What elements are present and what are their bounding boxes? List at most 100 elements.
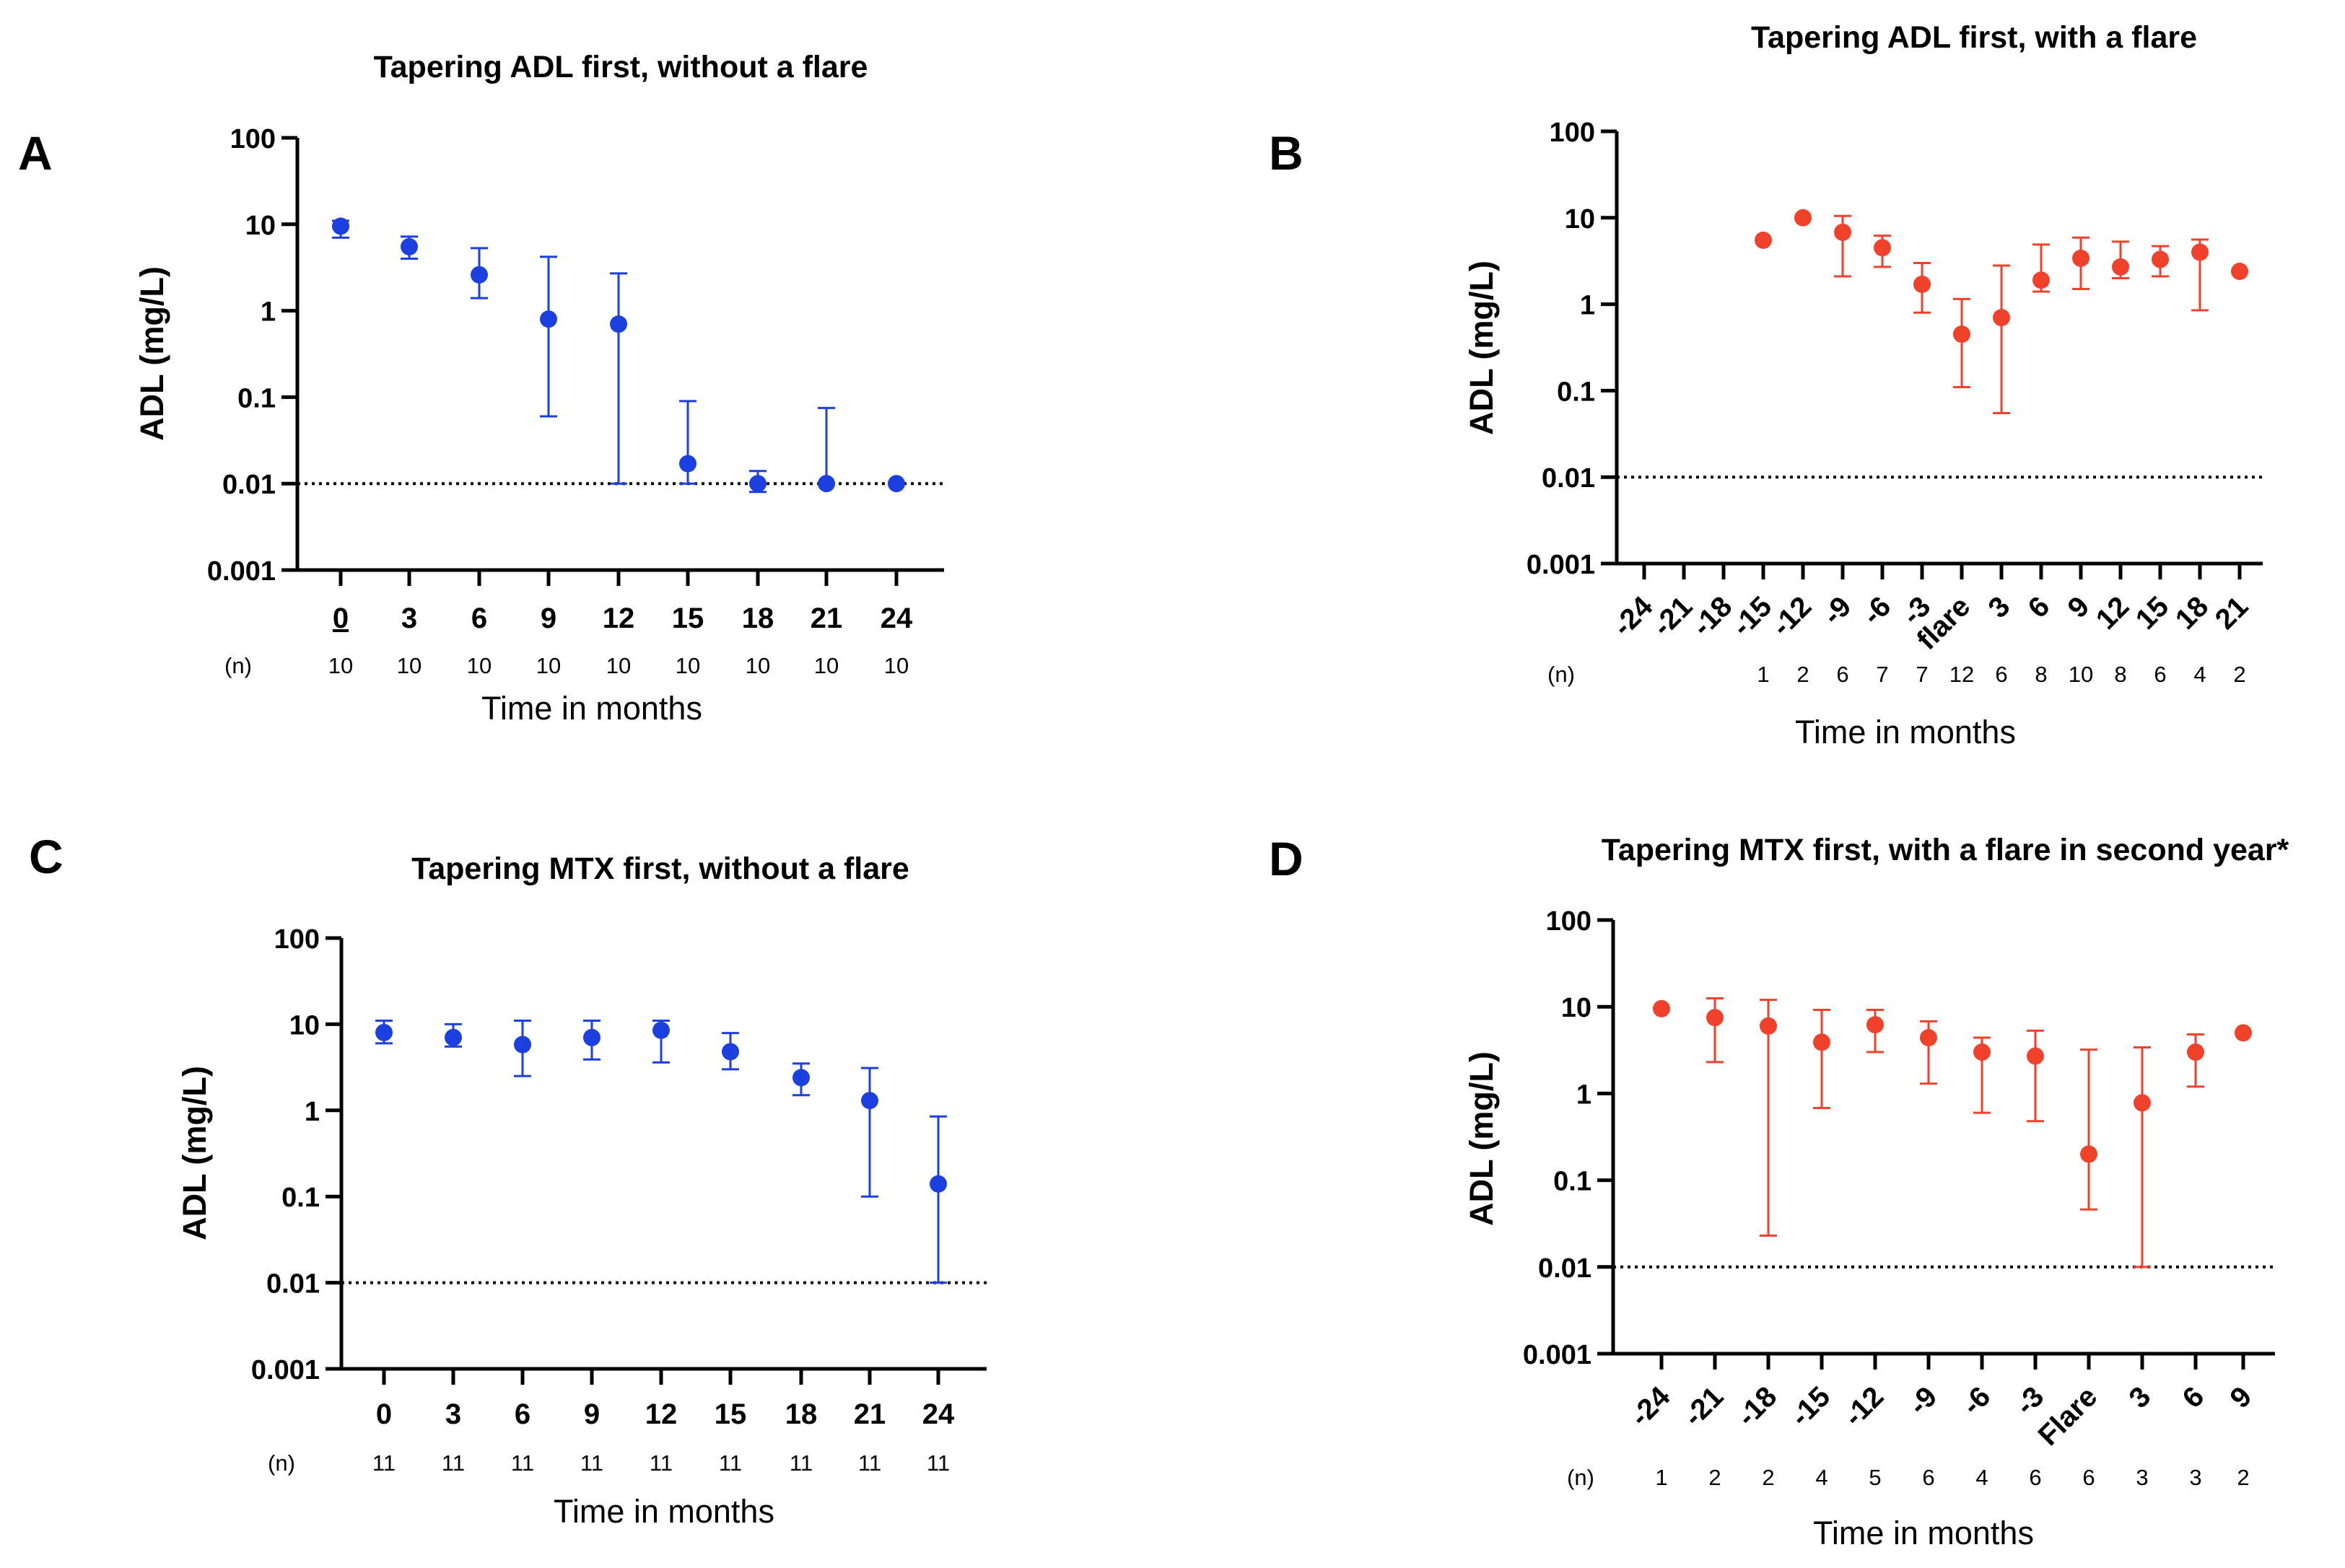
chart-title: Tapering ADL first, with a flare [1751, 20, 2197, 55]
x-tick-label: -3 [2009, 1380, 2050, 1421]
data-point [679, 455, 696, 473]
data-point [1653, 999, 1670, 1017]
x-tick-label: -12 [1838, 1380, 1890, 1432]
panel-letter: B [1269, 126, 1303, 180]
data-point [2112, 258, 2129, 276]
n-count: 11 [858, 1450, 881, 1476]
x-tick-label: -12 [1765, 590, 1817, 642]
data-point [888, 475, 905, 493]
data-point [722, 1043, 739, 1061]
n-count: 7 [1876, 662, 1888, 687]
n-count: 10 [884, 653, 909, 678]
y-tick-label: 1 [1580, 291, 1595, 321]
panel-letter: D [1269, 832, 1303, 885]
n-count: 10 [814, 653, 839, 678]
y-tick-label: 0.001 [1527, 550, 1595, 580]
n-count: 11 [511, 1450, 534, 1476]
data-point [2235, 1024, 2252, 1042]
x-tick-label: -9 [1903, 1380, 1943, 1421]
x-tick-label: 21 [811, 603, 843, 634]
y-axis-title: ADL (mg/L) [1463, 1051, 1500, 1226]
y-tick-label: 0.1 [1557, 377, 1595, 407]
n-count: 2 [2233, 662, 2245, 687]
n-count: 12 [1949, 662, 1974, 687]
n-label: (n) [268, 1450, 295, 1476]
n-count: 4 [1815, 1465, 1827, 1490]
n-count: 11 [372, 1450, 396, 1476]
x-tick-label: -6 [1856, 590, 1897, 631]
y-tick-label: 100 [230, 124, 276, 154]
n-count: 3 [2136, 1465, 2148, 1490]
n-count: 4 [2193, 662, 2206, 687]
chart-title: Tapering ADL first, without a flare [374, 50, 868, 84]
x-tick-label: 6 [2177, 1380, 2211, 1414]
panel-a: A Tapering ADL first, without a flare 0.00… [18, 50, 944, 727]
n-count: 2 [1762, 1465, 1774, 1490]
x-tick-label: 12 [2090, 590, 2136, 636]
n-count: 11 [927, 1450, 950, 1476]
data-point [2191, 243, 2209, 261]
data-point [445, 1028, 462, 1046]
data-point [2152, 250, 2169, 268]
x-tick-label: 18 [785, 1398, 818, 1430]
n-count: 10 [676, 653, 700, 678]
y-axis-title: ADL (mg/L) [1463, 260, 1500, 435]
x-tick-label: -9 [1817, 590, 1857, 631]
data-point [332, 217, 349, 235]
data-point [1913, 275, 1931, 293]
n-count: 7 [1916, 662, 1928, 687]
y-tick-label: 0.01 [1538, 1253, 1591, 1284]
x-tick-label: 6 [515, 1398, 530, 1430]
chart-title: Tapering MTX first, without a flare [411, 851, 909, 886]
data-point [1920, 1029, 1937, 1047]
x-tick-label: 21 [854, 1398, 886, 1430]
n-count: 10 [2069, 662, 2093, 687]
data-point [1953, 325, 1970, 343]
data-point [540, 310, 557, 328]
data-point [1706, 1009, 1724, 1027]
y-tick-label: 10 [245, 211, 276, 241]
n-count: 8 [2035, 662, 2047, 687]
y-tick-label: 10 [1565, 204, 1595, 235]
n-count: 2 [1796, 662, 1809, 687]
panel-b: B Tapering ADL first, with a flare 0.001 0.… [1269, 20, 2263, 750]
data-point [1993, 309, 2010, 327]
x-tick-label: -6 [1956, 1380, 1996, 1421]
data-point [2187, 1043, 2204, 1061]
n-count: 2 [1708, 1465, 1721, 1490]
data-point [2072, 249, 2089, 267]
panel-d: D Tapering MTX first, with a flare in sec… [1269, 832, 2289, 1551]
x-tick-label: 3 [2123, 1380, 2157, 1414]
y-tick-label: 100 [274, 924, 320, 955]
x-axis-title: Time in months [1813, 1515, 2034, 1551]
n-count: 1 [1655, 1465, 1667, 1490]
chart-title: Tapering MTX first, with a flare in seco… [1602, 833, 2289, 867]
n-count: 4 [1975, 1465, 1988, 1490]
data-point [1794, 209, 1812, 227]
x-tick-label: 15 [672, 603, 704, 634]
x-tick-label: 12 [603, 603, 635, 634]
y-tick-label: 0.1 [237, 383, 276, 413]
data-point [2027, 1047, 2044, 1065]
y-tick-label: 10 [1561, 993, 1591, 1023]
data-point [1973, 1043, 1991, 1061]
data-point [930, 1175, 947, 1193]
x-tick-label: Flare [2032, 1380, 2104, 1452]
data-point [818, 475, 835, 493]
n-count: 10 [536, 653, 561, 678]
y-tick-label: 0.1 [281, 1183, 320, 1213]
n-count: 11 [719, 1450, 742, 1476]
x-tick-label: 3 [445, 1398, 461, 1430]
x-tick-label: 12 [645, 1398, 678, 1430]
n-count: 11 [650, 1450, 673, 1476]
n-count: 11 [790, 1450, 813, 1476]
n-count: 5 [1869, 1465, 1881, 1490]
y-tick-label: 10 [289, 1010, 320, 1041]
x-tick-label: 0 [333, 603, 349, 634]
x-tick-label: 15 [715, 1398, 747, 1430]
data-point [1760, 1017, 1777, 1035]
x-tick-label: 0 [376, 1398, 392, 1430]
y-tick-label: 100 [1550, 118, 1595, 148]
data-point [610, 315, 627, 333]
y-axis-title: ADL (mg/L) [134, 266, 170, 441]
